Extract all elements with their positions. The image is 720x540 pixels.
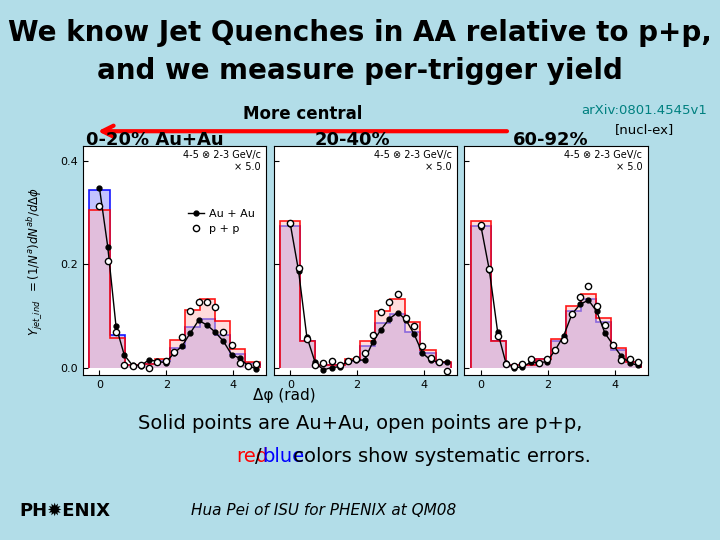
Text: More central: More central [243,105,362,123]
Text: PH✹ENIX: PH✹ENIX [19,501,110,519]
Text: and we measure per-trigger yield: and we measure per-trigger yield [97,57,623,85]
Text: 4-5 ⊗ 2-3 GeV/c
× 5.0: 4-5 ⊗ 2-3 GeV/c × 5.0 [374,150,451,172]
Text: Hua Pei of ISU for PHENIX at QM08: Hua Pei of ISU for PHENIX at QM08 [192,503,456,518]
Text: Δφ (rad): Δφ (rad) [253,388,315,403]
Text: We know Jet Quenches in AA relative to p+p,: We know Jet Quenches in AA relative to p… [8,19,712,47]
Text: colors show systematic errors.: colors show systematic errors. [287,447,591,466]
Text: [nucl-ex]: [nucl-ex] [615,123,674,136]
Legend: Au + Au, p + p: Au + Au, p + p [183,204,259,239]
Text: arXiv:0801.4545v1: arXiv:0801.4545v1 [582,104,707,117]
Text: $Y_{jet\_ind}$  $= (1/N^a)dN^{ab}/d\Delta\phi$: $Y_{jet\_ind}$ $= (1/N^a)dN^{ab}/d\Delta… [24,187,45,336]
Text: 20-40%: 20-40% [315,131,391,150]
Text: blue: blue [262,447,304,466]
Text: 4-5 ⊗ 2-3 GeV/c
× 5.0: 4-5 ⊗ 2-3 GeV/c × 5.0 [564,150,642,172]
Text: red: red [236,447,269,466]
Text: 4-5 ⊗ 2-3 GeV/c
× 5.0: 4-5 ⊗ 2-3 GeV/c × 5.0 [183,150,261,172]
Text: /: / [256,447,262,466]
Text: Solid points are Au+Au, open points are p+p,: Solid points are Au+Au, open points are … [138,414,582,434]
Text: 0-20% Au+Au: 0-20% Au+Au [86,131,224,150]
Text: 60-92%: 60-92% [513,131,589,150]
